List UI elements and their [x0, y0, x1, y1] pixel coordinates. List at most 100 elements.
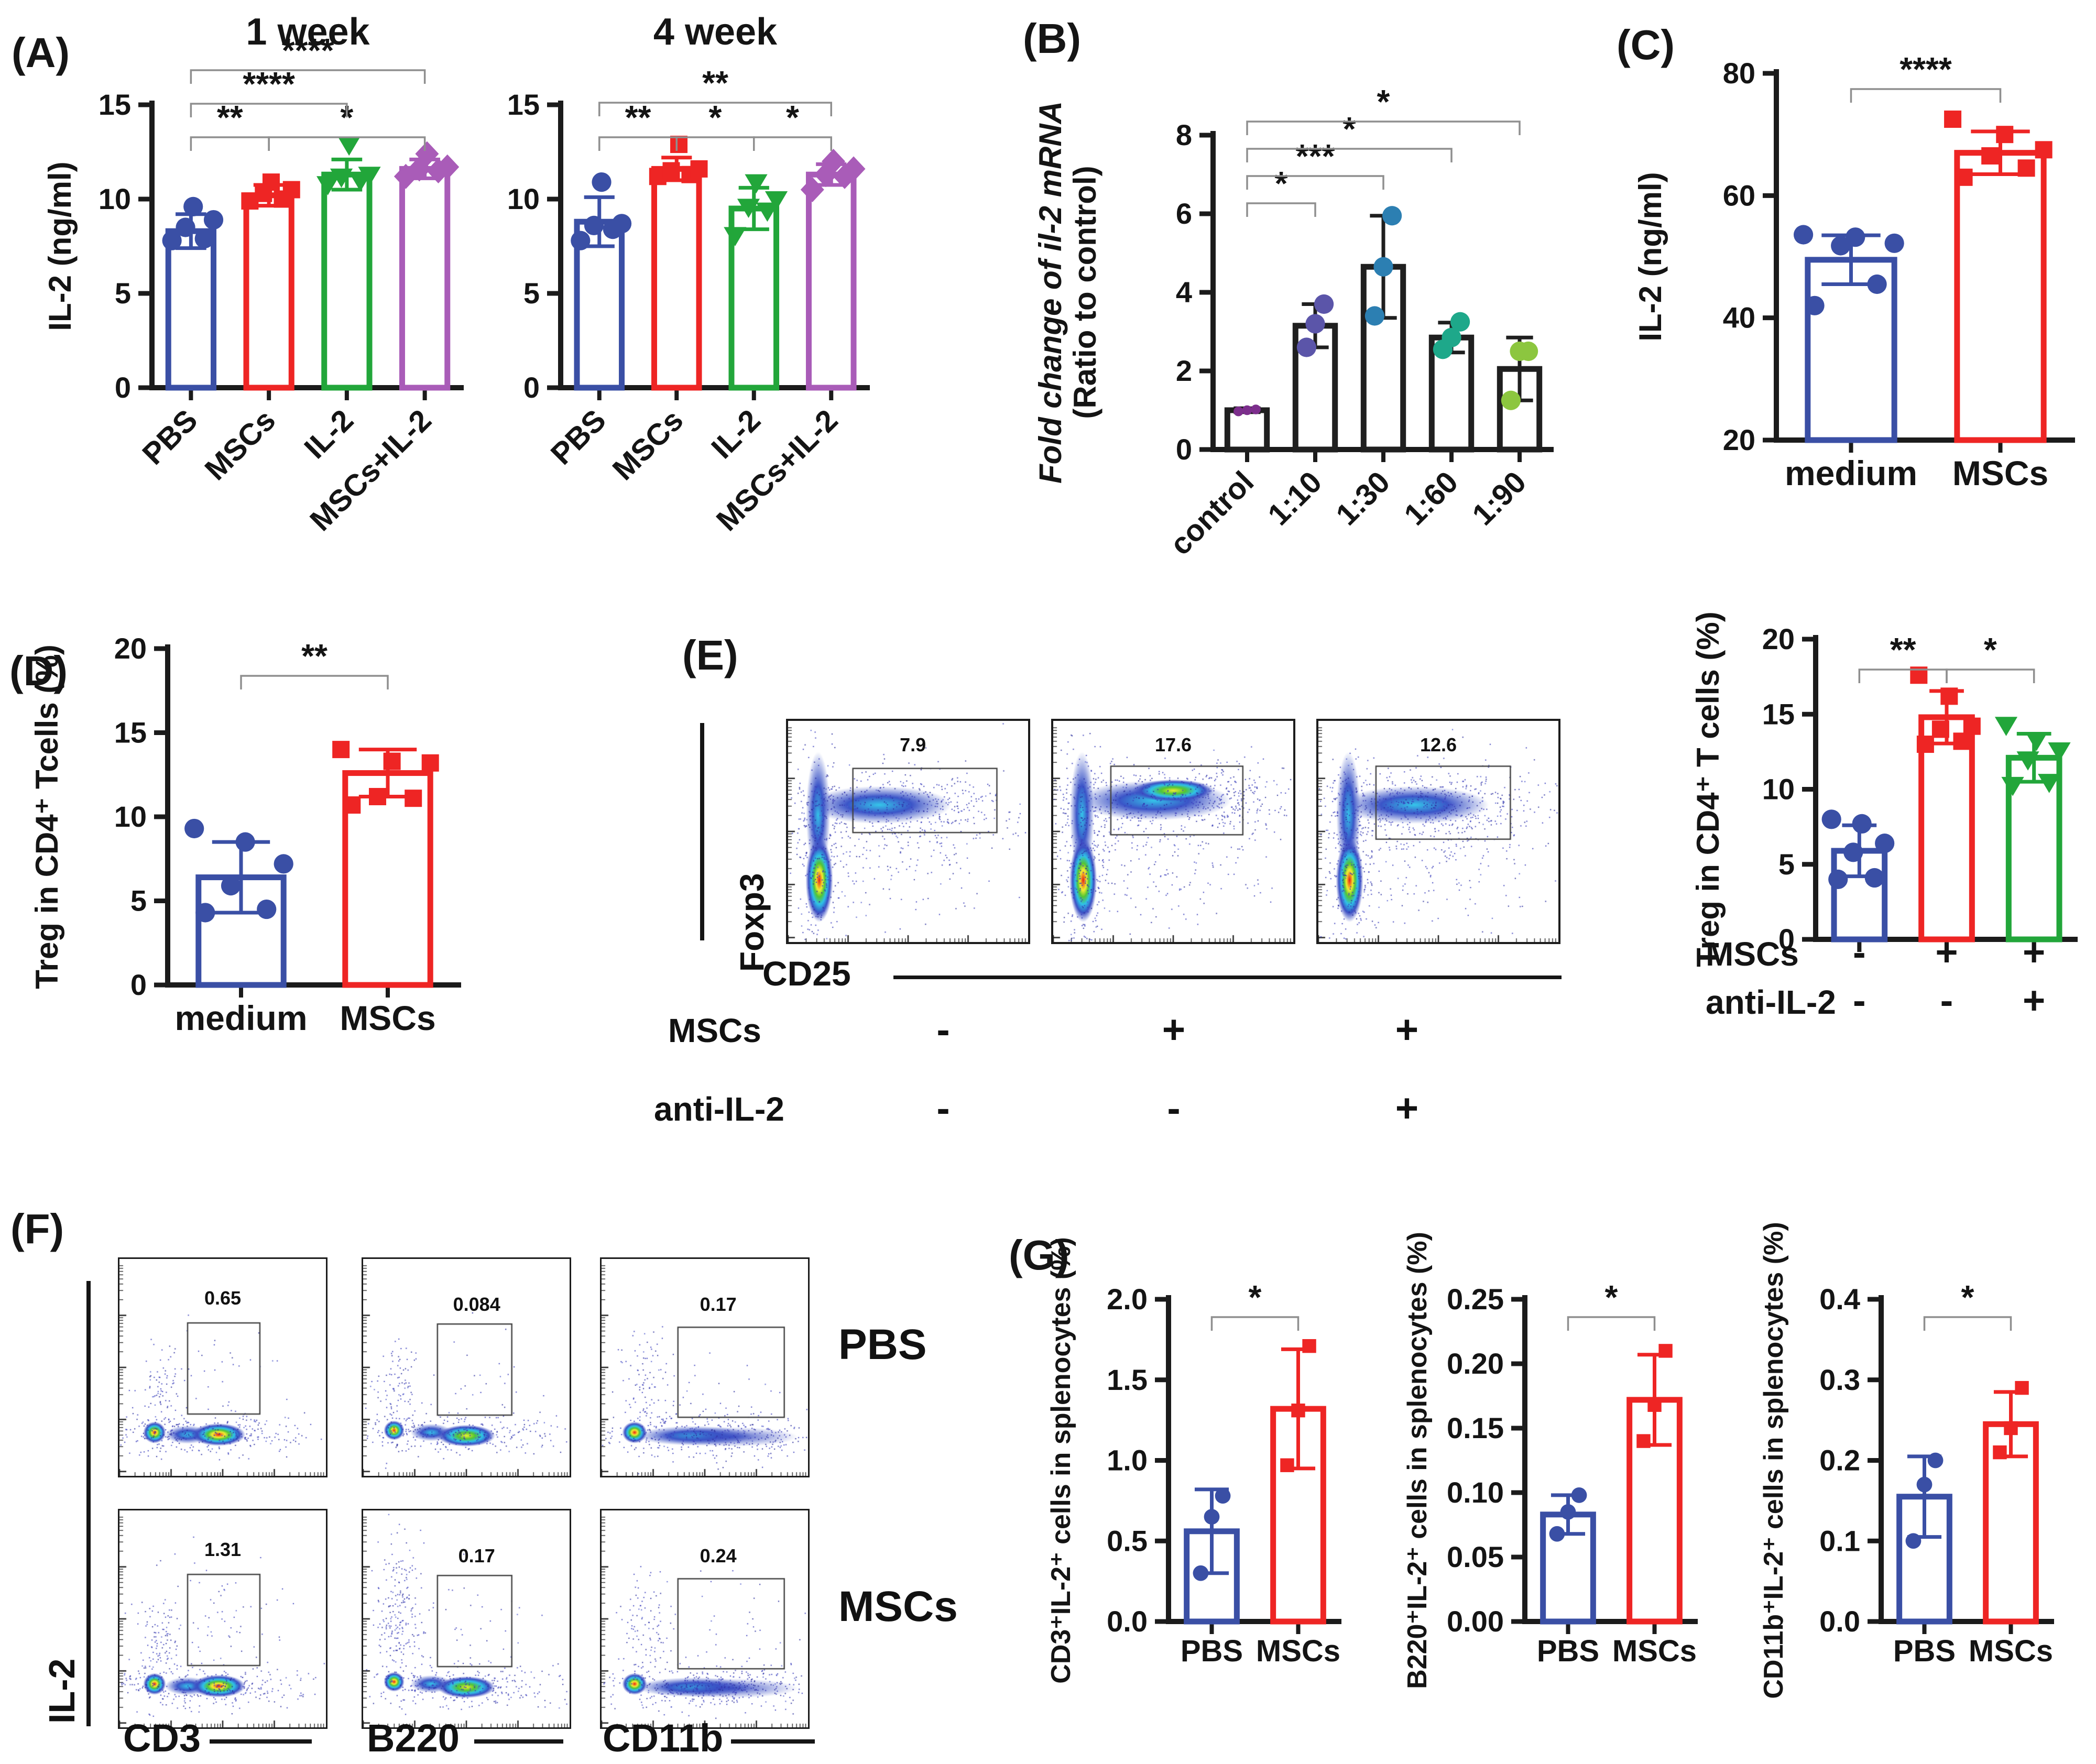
data-point-circle: [1242, 405, 1252, 415]
significance-label: *: [1377, 83, 1390, 120]
data-point-circle: [1905, 1533, 1922, 1549]
x-category-label: PBS: [1537, 1634, 1599, 1668]
gate-value: 17.6: [1154, 734, 1192, 756]
significance-bracket: [1923, 1316, 2012, 1331]
xrow-value: -: [1940, 979, 1953, 1022]
flow-density-canvas: [602, 1510, 808, 1727]
x-category-label: MSCs: [1952, 454, 2048, 492]
row-label-mscs: MSCs: [838, 1583, 958, 1630]
y-axis-label: Fold change of il-2 mRNA: [1033, 101, 1068, 484]
bar-chart-treg-cd4: Treg in CD4⁺ Tcells (%) 0 5 10 15 20 ** medium M…: [29, 632, 461, 1037]
y-tick-label: 15: [114, 716, 147, 749]
data-point-triangle: [737, 199, 760, 218]
bar-chart-il2-medium-mscs: IL-2 (ng/ml) 20 40 60 80 **** medium MSCs: [1633, 50, 2075, 492]
xrow-value: -: [1853, 979, 1866, 1022]
data-point-circle: [1843, 842, 1863, 862]
data-point-square: [1931, 720, 1949, 738]
y-tick-label: 0.25: [1447, 1283, 1504, 1316]
y-tick-label: 0.10: [1447, 1476, 1504, 1509]
data-point-circle: [1518, 341, 1538, 361]
y-tick-label: 0.05: [1447, 1540, 1504, 1573]
data-point-circle: [584, 215, 604, 235]
data-point-circle: [1501, 390, 1521, 410]
y-tick-label: 80: [1723, 57, 1755, 90]
y-tick-label: 10: [114, 800, 147, 833]
bar: [165, 228, 217, 391]
significance-label: *: [786, 98, 799, 136]
x-category-label: MSCs: [1969, 1634, 2053, 1668]
data-point-circle: [1927, 1452, 1944, 1469]
y-tick-label: 15: [99, 88, 131, 121]
mscs-row-value-2: +: [1162, 1007, 1186, 1052]
significance-label: ****: [1900, 50, 1952, 88]
data-point-circle: [592, 172, 612, 192]
gate-value: 0.24: [700, 1545, 737, 1567]
data-point-circle: [274, 854, 293, 874]
y-tick-label: 0: [523, 371, 540, 404]
y-tick-label: 0: [130, 968, 147, 1001]
significance-label: **: [301, 637, 328, 675]
data-point-square: [282, 181, 300, 199]
data-point-triangle: [2016, 751, 2039, 771]
data-point-circle: [235, 832, 255, 852]
data-point-circle: [194, 229, 214, 249]
anti-il2-row-value-3: +: [1395, 1086, 1419, 1131]
data-point-circle: [183, 196, 203, 216]
xrow-value: +: [2023, 979, 2045, 1022]
panel-label-E: (E): [682, 632, 738, 678]
data-point-square: [262, 173, 280, 191]
mscs-row-label: MSCs: [668, 1012, 761, 1049]
y-tick-label: 10: [99, 182, 131, 215]
data-point-circle: [162, 231, 182, 250]
bar: [399, 166, 451, 391]
data-point-triangle: [2025, 731, 2048, 751]
data-point-square: [1636, 1434, 1651, 1448]
bar: [321, 171, 373, 391]
y-axis-label: Treg in CD4⁺ T cells (%): [1690, 611, 1726, 967]
data-point-triangle: [330, 168, 353, 188]
x-category-label: PBS: [544, 403, 613, 471]
data-point-triangle: [1994, 717, 2018, 736]
y-tick-label: 20: [1762, 622, 1795, 655]
data-point-square: [1993, 1445, 2007, 1460]
x-category-label: PBS: [136, 403, 204, 471]
bar-chart-b220-il2: B220⁺IL-2⁺ cells in splenocytes (%) 0.00 0…: [1402, 1232, 1698, 1689]
significance-label: **: [702, 64, 728, 102]
il2-axis-line: [86, 1281, 91, 1726]
data-point-diamond: [833, 163, 857, 189]
y-axis-label: (Ratio to control): [1067, 166, 1102, 419]
y-tick-label: 5: [1778, 848, 1795, 881]
x-category-label: IL-2: [705, 403, 767, 465]
data-point-triangle: [756, 202, 779, 222]
significance-bracket: [190, 69, 426, 84]
xrow-value: -: [1853, 930, 1866, 974]
data-point-circle: [221, 876, 241, 896]
panel-label-A: (A): [12, 29, 70, 76]
flow-density-canvas: [119, 1510, 326, 1727]
flow-density-canvas: [363, 1259, 570, 1476]
data-point-triangle: [2038, 774, 2061, 793]
gate-value: 0.084: [453, 1294, 500, 1316]
chart-title: 4 week: [653, 11, 778, 53]
data-point-triangle: [765, 191, 788, 211]
flow-plot-foxp3-cd25-1: 7.9: [786, 719, 1030, 944]
anti-il2-row-label: anti-IL-2: [654, 1090, 784, 1128]
data-point-circle: [1305, 314, 1325, 334]
y-tick-label: 10: [507, 182, 540, 215]
significance-bracket: [753, 136, 832, 151]
significance-label: *: [1249, 1278, 1262, 1316]
flow-density-canvas: [119, 1259, 326, 1476]
x-category-label: MSCs: [340, 999, 435, 1037]
data-point-square: [1658, 1344, 1673, 1358]
bar: [1224, 407, 1270, 453]
significance-bracket: [1246, 120, 1521, 135]
y-tick-label: 4: [1176, 276, 1192, 309]
data-point-circle: [1864, 868, 1884, 888]
flow-plot-il2-cd3-pbs: 0.65: [118, 1257, 328, 1477]
data-point-circle: [1296, 337, 1317, 357]
anti-il2-row-value-1: -: [936, 1086, 950, 1131]
data-point-circle: [1251, 404, 1261, 414]
y-tick-label: 0: [115, 371, 131, 404]
